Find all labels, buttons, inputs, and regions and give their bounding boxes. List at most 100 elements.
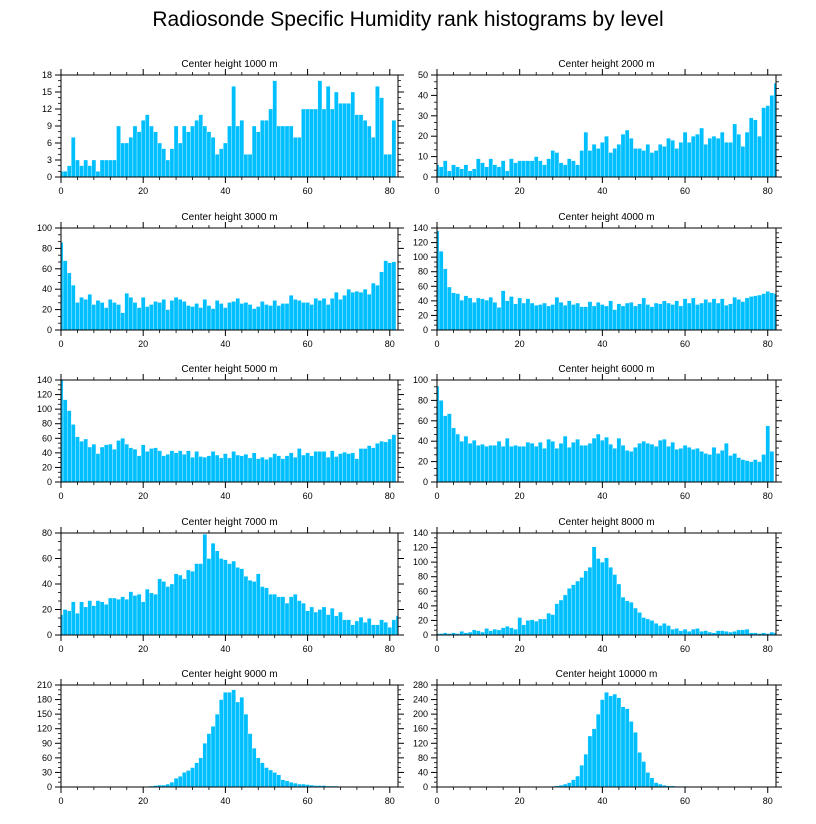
- bar: [251, 452, 257, 483]
- bar: [612, 148, 617, 178]
- y-tick-label: 80: [418, 572, 428, 582]
- bar: [136, 131, 142, 178]
- figure-title: Radiosonde Specific Humidity rank histog…: [152, 8, 664, 31]
- bar: [641, 617, 646, 636]
- bar: [686, 302, 692, 331]
- bar: [720, 450, 725, 483]
- bar: [293, 299, 298, 331]
- bar: [182, 454, 187, 483]
- bar: [276, 125, 282, 178]
- x-tick-label: 80: [763, 186, 773, 196]
- bar: [666, 446, 671, 483]
- y-tick-label: 9: [47, 121, 52, 131]
- x-tick-label: 20: [138, 491, 148, 501]
- bar: [67, 410, 72, 483]
- bar: [301, 108, 306, 178]
- bar: [317, 609, 323, 636]
- y-tick-label: 20: [42, 605, 52, 615]
- bar: [695, 134, 700, 178]
- x-tick-label: 0: [434, 491, 439, 501]
- bar: [575, 164, 580, 178]
- bar: [350, 292, 355, 331]
- bar: [354, 458, 360, 483]
- bar: [761, 107, 766, 178]
- bar: [488, 297, 493, 331]
- bar: [476, 297, 481, 331]
- x-tick-label: 80: [385, 491, 395, 501]
- panel-title: Center height 10000 m: [556, 669, 658, 680]
- bar: [153, 131, 158, 178]
- bar: [334, 292, 339, 331]
- bar: [260, 301, 265, 331]
- bar: [223, 142, 228, 178]
- bar: [637, 303, 642, 331]
- bar: [728, 303, 733, 331]
- x-tick-label: 40: [597, 796, 607, 806]
- bar: [682, 629, 688, 636]
- bar: [149, 448, 154, 483]
- bar: [670, 140, 675, 178]
- bar: [153, 594, 158, 636]
- bar: [350, 91, 355, 178]
- bar: [301, 302, 306, 331]
- bar: [757, 136, 762, 178]
- bar: [264, 587, 269, 636]
- bar: [227, 457, 232, 483]
- bar: [633, 607, 638, 636]
- y-tick-label: 20: [418, 457, 428, 467]
- bar: [116, 440, 121, 483]
- bar: [513, 629, 518, 636]
- bar: [268, 305, 273, 331]
- bar: [182, 301, 187, 331]
- bar: [350, 452, 355, 483]
- bar: [112, 449, 117, 483]
- bar: [736, 457, 742, 483]
- plot-frame: [60, 379, 399, 483]
- bar: [297, 600, 302, 636]
- bar: [256, 458, 261, 483]
- bar: [108, 159, 113, 178]
- bar: [214, 154, 220, 178]
- bar: [260, 457, 265, 483]
- bar: [338, 103, 343, 178]
- plot-frame: [436, 379, 777, 483]
- panel-title: Center height 8000 m: [558, 517, 654, 528]
- bar: [210, 451, 216, 483]
- bar: [140, 120, 146, 178]
- bar: [579, 577, 584, 636]
- bar: [744, 131, 750, 178]
- bar: [124, 443, 129, 483]
- bar: [691, 136, 696, 178]
- bar: [362, 622, 368, 636]
- bar: [264, 459, 269, 483]
- bar: [153, 447, 158, 483]
- bar: [699, 451, 704, 483]
- bar: [95, 600, 101, 636]
- bar: [649, 777, 655, 788]
- x-tick-label: 60: [680, 339, 690, 349]
- bar: [558, 162, 564, 178]
- y-tick-label: 20: [42, 305, 52, 315]
- bar: [214, 300, 220, 331]
- bar: [591, 546, 597, 636]
- bar: [288, 125, 294, 178]
- bar: [112, 302, 117, 331]
- bar: [379, 619, 384, 636]
- bar: [658, 440, 663, 483]
- bar: [505, 437, 510, 483]
- bar: [305, 108, 310, 178]
- x-tick-label: 60: [680, 186, 690, 196]
- y-tick-label: 20: [418, 615, 428, 625]
- x-tick-label: 80: [385, 644, 395, 654]
- bar: [645, 618, 651, 636]
- x-tick-label: 20: [515, 339, 525, 349]
- bar: [724, 443, 729, 483]
- bar: [608, 152, 613, 178]
- bar: [288, 452, 294, 483]
- bar: [334, 615, 339, 636]
- bar: [554, 603, 560, 636]
- bar: [463, 295, 469, 331]
- bar: [658, 303, 663, 331]
- y-tick-label: 40: [42, 448, 52, 458]
- bar: [317, 80, 323, 178]
